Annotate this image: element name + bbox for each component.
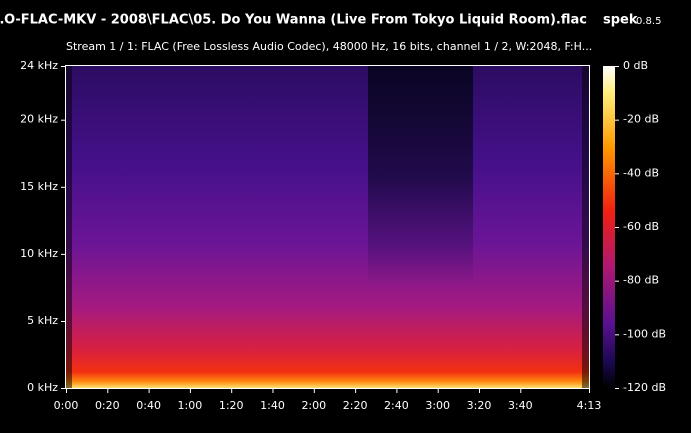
- time-label: 2:00: [301, 399, 326, 412]
- db-label: -100 dB: [623, 327, 666, 340]
- time-label: 1:20: [219, 399, 244, 412]
- quiet-region: [368, 66, 473, 286]
- time-label: 3:20: [467, 399, 492, 412]
- time-label: 3:00: [425, 399, 450, 412]
- db-label: -120 dB: [623, 381, 666, 394]
- db-label: -60 dB: [623, 220, 659, 233]
- time-label: 1:00: [178, 399, 203, 412]
- frequency-label: 10 kHz: [20, 247, 58, 260]
- time-label: 4:13: [577, 399, 602, 412]
- db-label: -80 dB: [623, 274, 659, 287]
- frequency-label: 0 kHz: [27, 381, 58, 394]
- time-label: 0:40: [136, 399, 161, 412]
- time-label: 0:00: [54, 399, 79, 412]
- lead-in: [66, 66, 72, 388]
- app-name: spek: [603, 13, 638, 28]
- time-label: 1:40: [260, 399, 285, 412]
- frequency-label: 15 kHz: [20, 180, 58, 193]
- frequency-label: 5 kHz: [27, 314, 58, 327]
- frequency-label: 20 kHz: [20, 113, 58, 126]
- time-label: 0:20: [95, 399, 120, 412]
- frequency-label: 24 kHz: [20, 59, 58, 72]
- time-label: 2:40: [384, 399, 409, 412]
- stream-info: Stream 1 / 1: FLAC (Free Lossless Audio …: [66, 40, 592, 53]
- time-label: 2:20: [343, 399, 368, 412]
- spectrogram: [66, 66, 589, 388]
- app-version: 0.8.5: [636, 16, 661, 27]
- spectrogram-image: [66, 66, 589, 388]
- time-label: 3:40: [508, 399, 533, 412]
- db-label: -40 dB: [623, 166, 659, 179]
- tail: [582, 66, 589, 388]
- db-label: -20 dB: [623, 113, 659, 126]
- db-label: 0 dB: [623, 59, 648, 72]
- file-title: …O-FLAC-MKV - 2008\FLAC\05. Do You Wanna…: [0, 13, 587, 28]
- color-bar: [603, 66, 615, 388]
